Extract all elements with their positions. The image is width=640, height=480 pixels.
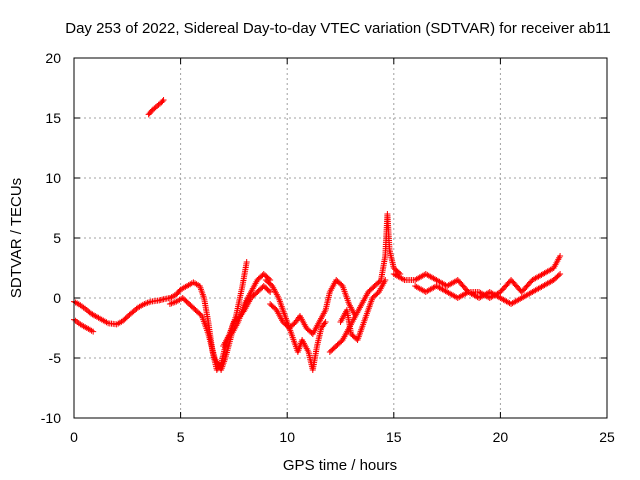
x-tick-label: 15 — [386, 429, 402, 445]
data-point — [376, 278, 383, 285]
data-markers — [71, 97, 564, 373]
y-tick-label: 20 — [45, 50, 61, 66]
data-point — [382, 277, 389, 283]
data-point — [265, 287, 272, 294]
y-tick-label: 0 — [53, 290, 61, 306]
data-point — [133, 305, 140, 312]
data-point — [159, 98, 166, 105]
data-point — [243, 259, 250, 265]
series-trace-2 — [71, 316, 97, 335]
data-point — [322, 319, 329, 325]
series-trace-1 — [71, 295, 173, 328]
data-point — [90, 328, 97, 335]
data-point — [160, 97, 167, 103]
data-point — [557, 271, 564, 277]
series-trace-7 — [262, 277, 329, 373]
x-axis-label: GPS time / hours — [283, 457, 397, 474]
x-tick-label: 20 — [493, 429, 509, 445]
series-trace-6 — [220, 283, 274, 349]
x-tick-label: 25 — [599, 429, 615, 445]
axis-ticks: 0 5 10 15 20 25 -10 -5 0 5 10 15 20 — [41, 50, 615, 445]
x-tick-label: 5 — [177, 429, 185, 445]
y-tick-label: -10 — [41, 410, 61, 426]
y-tick-label: 10 — [45, 170, 61, 186]
series-trace-3 — [145, 97, 167, 118]
data-point — [90, 312, 97, 319]
chart-title: Day 253 of 2022, Sidereal Day-to-day VTE… — [65, 20, 611, 37]
y-tick-label: -5 — [49, 350, 62, 366]
y-tick-label: 15 — [45, 110, 61, 126]
data-point — [267, 289, 274, 295]
x-tick-label: 0 — [70, 429, 78, 445]
y-tick-label: 5 — [53, 230, 61, 246]
data-point — [557, 253, 564, 259]
series-trace-12 — [412, 271, 564, 307]
y-axis-label: SDTVAR / TECUs — [8, 178, 25, 298]
series-trace-10 — [337, 277, 389, 343]
grid-lines — [74, 58, 607, 418]
data-point — [555, 272, 562, 279]
x-tick-label: 10 — [279, 429, 295, 445]
